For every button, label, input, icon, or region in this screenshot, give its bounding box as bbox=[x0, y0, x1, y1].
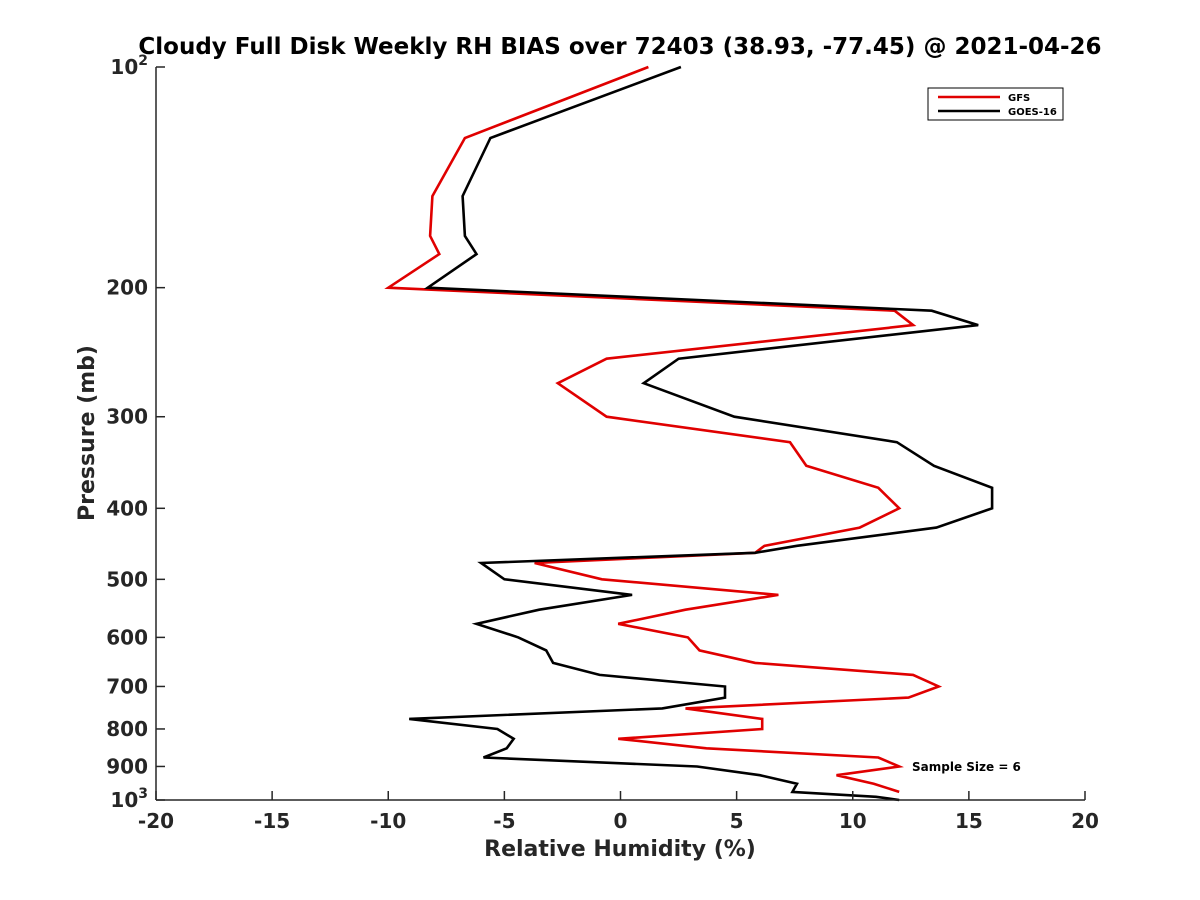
chart-title: Cloudy Full Disk Weekly RH BIAS over 724… bbox=[138, 34, 1101, 60]
x-tick-label: 10 bbox=[839, 809, 867, 833]
y-tick-label: 400 bbox=[106, 496, 148, 520]
y-tick-label: 500 bbox=[106, 567, 148, 591]
x-tick-label: 0 bbox=[614, 809, 628, 833]
x-tick-label: -10 bbox=[370, 809, 406, 833]
x-tick-label: 15 bbox=[955, 809, 983, 833]
y-tick-label: 300 bbox=[106, 405, 148, 429]
x-axis-ticks: -20 -15 -10 -5 0 5 10 15 20 bbox=[138, 791, 1099, 833]
legend-label-gfs: GFS bbox=[1008, 93, 1030, 104]
y-tick-label: 103 bbox=[110, 786, 148, 812]
legend-label-goes16: GOES-16 bbox=[1008, 107, 1057, 118]
y-tick-label: 900 bbox=[106, 754, 148, 778]
legend-box bbox=[927, 87, 1064, 121]
x-tick-label: -20 bbox=[138, 809, 174, 833]
legend: GFS GOES-16 bbox=[927, 87, 1064, 121]
series-line-gfs bbox=[384, 65, 943, 794]
y-tick-label: 700 bbox=[106, 674, 148, 698]
series-line-goes16 bbox=[409, 65, 994, 802]
x-tick-label: -15 bbox=[254, 809, 290, 833]
y-tick-label: 600 bbox=[106, 625, 148, 649]
plot-area: -20 -15 -10 -5 0 5 10 15 20 102 200 300 400 500 600 70… bbox=[106, 53, 1099, 833]
y-tick-label: 800 bbox=[106, 717, 148, 741]
x-tick-label: 5 bbox=[730, 809, 744, 833]
sample-size-annotation: Sample Size = 6 bbox=[912, 760, 1021, 774]
series-layer bbox=[384, 65, 994, 802]
y-axis-ticks: 102 200 300 400 500 600 700 800 900 103 bbox=[106, 53, 165, 812]
y-axis-title: Pressure (mb) bbox=[75, 345, 100, 521]
y-tick-label: 200 bbox=[106, 276, 148, 300]
x-tick-label: -5 bbox=[493, 809, 515, 833]
x-axis-title: Relative Humidity (%) bbox=[484, 837, 756, 862]
x-tick-label: 20 bbox=[1071, 809, 1099, 833]
y-tick-label: 102 bbox=[110, 53, 148, 79]
plot-background bbox=[156, 67, 1085, 800]
